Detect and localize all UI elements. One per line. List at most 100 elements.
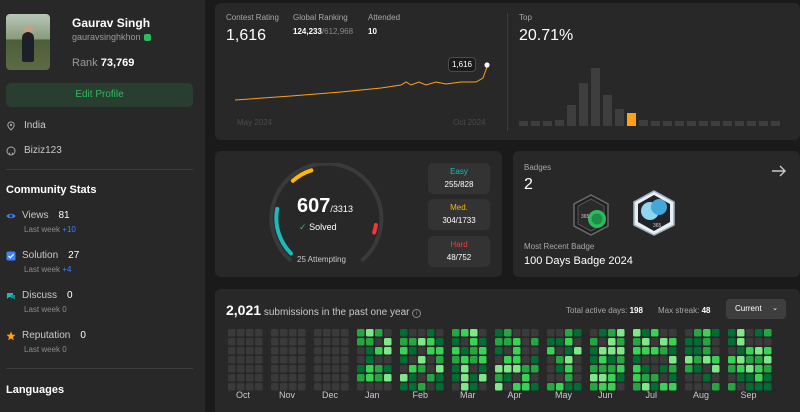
heatmap-cell[interactable] [384,365,392,373]
heatmap-cell[interactable] [409,374,417,382]
heatmap-cell[interactable] [703,383,711,391]
heatmap-cell[interactable] [522,338,530,346]
badge-365-icon[interactable]: 365 [571,193,611,237]
heatmap-cell[interactable] [384,374,392,382]
heatmap-cell[interactable] [409,338,417,346]
heatmap-cell[interactable] [522,347,530,355]
heatmap-cell[interactable] [694,329,702,337]
heatmap-cell[interactable] [728,338,736,346]
heatmap-cell[interactable] [461,347,469,355]
heatmap-cell[interactable] [228,329,236,337]
heatmap-cell[interactable] [271,329,279,337]
heatmap-cell[interactable] [366,356,374,364]
heatmap-cell[interactable] [280,356,288,364]
heatmap-cell[interactable] [599,374,607,382]
heatmap-cell[interactable] [565,374,573,382]
heatmap-cell[interactable] [599,365,607,373]
heatmap-cell[interactable] [400,374,408,382]
heatmap-cell[interactable] [755,338,763,346]
heatmap-cell[interactable] [271,356,279,364]
heatmap-cell[interactable] [522,383,530,391]
heatmap-cell[interactable] [694,365,702,373]
heatmap-cell[interactable] [547,347,555,355]
heatmap-cell[interactable] [255,356,263,364]
year-select[interactable]: Current ⌄ [726,299,786,319]
heatmap-cell[interactable] [522,329,530,337]
heatmap-cell[interactable] [237,329,245,337]
heatmap-cell[interactable] [755,356,763,364]
heatmap-cell[interactable] [728,356,736,364]
heatmap-cell[interactable] [703,374,711,382]
heatmap-cell[interactable] [669,347,677,355]
heatmap-cell[interactable] [746,383,754,391]
heatmap-cell[interactable] [237,338,245,346]
heatmap-cell[interactable] [531,338,539,346]
heatmap-cell[interactable] [746,356,754,364]
heatmap-cell[interactable] [427,383,435,391]
heatmap-cell[interactable] [660,347,668,355]
heatmap-cell[interactable] [599,338,607,346]
heatmap-cell[interactable] [495,356,503,364]
heatmap-cell[interactable] [271,347,279,355]
heatmap-cell[interactable] [660,329,668,337]
heatmap-cell[interactable] [357,329,365,337]
heatmap-cell[interactable] [764,374,772,382]
heatmap-cell[interactable] [633,338,641,346]
heatmap-cell[interactable] [461,383,469,391]
heatmap-cell[interactable] [755,329,763,337]
heatmap-cell[interactable] [531,374,539,382]
heatmap-cell[interactable] [418,329,426,337]
heatmap-cell[interactable] [375,383,383,391]
heatmap-cell[interactable] [479,338,487,346]
heatmap-cell[interactable] [755,383,763,391]
heatmap-cell[interactable] [298,329,306,337]
heatmap-cell[interactable] [246,356,254,364]
heatmap-cell[interactable] [341,347,349,355]
heatmap-cell[interactable] [470,365,478,373]
heatmap-cell[interactable] [237,365,245,373]
heatmap-cell[interactable] [289,374,297,382]
heatmap-cell[interactable] [728,383,736,391]
heatmap-cell[interactable] [418,338,426,346]
heatmap-cell[interactable] [341,356,349,364]
heatmap-cell[interactable] [495,374,503,382]
heatmap-cell[interactable] [314,338,322,346]
heatmap-cell[interactable] [703,365,711,373]
heatmap-cell[interactable] [289,338,297,346]
heatmap-cell[interactable] [237,374,245,382]
arrow-right-icon[interactable] [771,165,787,177]
heatmap-cell[interactable] [633,356,641,364]
heatmap-cell[interactable] [418,383,426,391]
heatmap-cell[interactable] [608,356,616,364]
heatmap-cell[interactable] [470,329,478,337]
heatmap-cell[interactable] [660,338,668,346]
heatmap-cell[interactable] [599,383,607,391]
heatmap-cell[interactable] [479,365,487,373]
heatmap-cell[interactable] [522,365,530,373]
heatmap-cell[interactable] [314,374,322,382]
heatmap-cell[interactable] [703,338,711,346]
heatmap-cell[interactable] [651,338,659,346]
heatmap-cell[interactable] [565,356,573,364]
heatmap-cell[interactable] [298,365,306,373]
heatmap-cell[interactable] [255,347,263,355]
heatmap-cell[interactable] [375,356,383,364]
heatmap-cell[interactable] [461,365,469,373]
heatmap-cell[interactable] [228,374,236,382]
heatmap-cell[interactable] [332,356,340,364]
heatmap-cell[interactable] [556,374,564,382]
heatmap-cell[interactable] [271,374,279,382]
heatmap-cell[interactable] [660,383,668,391]
heatmap-cell[interactable] [384,347,392,355]
heatmap-cell[interactable] [642,347,650,355]
heatmap-cell[interactable] [599,347,607,355]
heatmap-cell[interactable] [633,383,641,391]
heatmap-cell[interactable] [366,347,374,355]
heatmap-cell[interactable] [255,329,263,337]
heatmap-cell[interactable] [574,356,582,364]
heatmap-cell[interactable] [504,347,512,355]
heatmap-cell[interactable] [323,347,331,355]
heatmap-cell[interactable] [737,347,745,355]
heatmap-cell[interactable] [694,347,702,355]
heatmap-cell[interactable] [341,329,349,337]
